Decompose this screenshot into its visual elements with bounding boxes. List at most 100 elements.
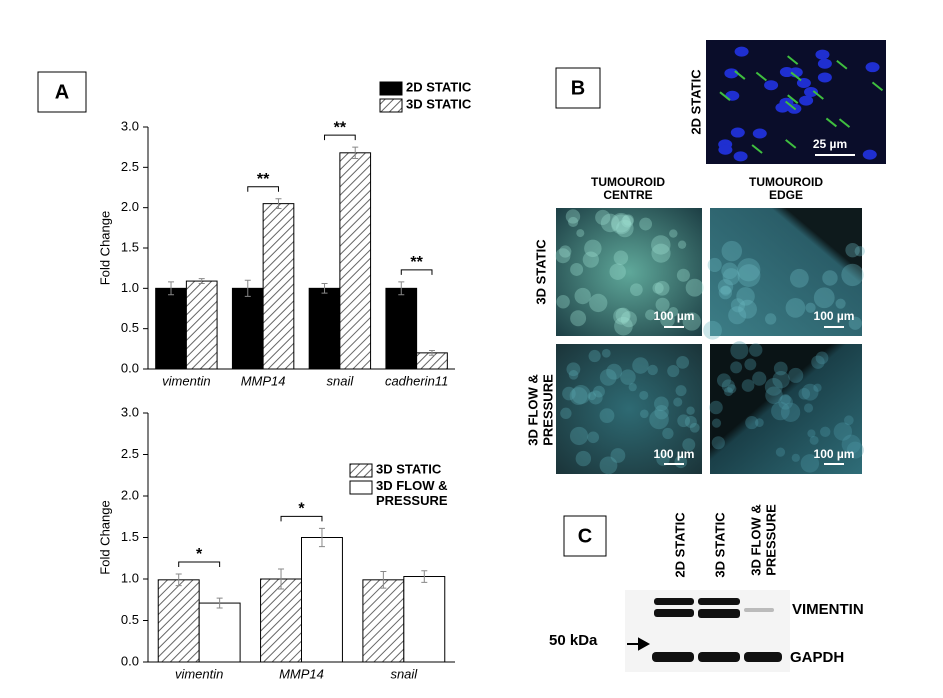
cell <box>780 394 791 405</box>
legend-swatch <box>379 81 403 96</box>
y-tick-label: 1.0 <box>121 570 139 585</box>
lane-label: 3D FLOW & <box>748 504 763 576</box>
cell <box>841 434 861 454</box>
scale-label: 100 µm <box>654 447 695 461</box>
cell <box>632 357 649 374</box>
cell <box>568 370 579 380</box>
fiber <box>785 139 797 149</box>
error-bar <box>175 573 182 587</box>
cell <box>778 394 793 410</box>
y-tick-label: 0.0 <box>121 360 139 375</box>
fiber <box>751 144 763 154</box>
cell <box>765 313 777 325</box>
cell <box>720 285 731 296</box>
cell <box>728 306 747 325</box>
cell <box>682 438 696 452</box>
cell <box>677 414 691 428</box>
cell <box>815 351 829 365</box>
cell <box>813 383 822 392</box>
fiber <box>825 117 838 128</box>
cell <box>800 454 820 473</box>
fiber <box>790 71 802 82</box>
cell <box>673 397 683 407</box>
cell <box>684 415 697 428</box>
cell <box>575 450 592 467</box>
panel-label: A <box>55 81 69 103</box>
cell <box>724 387 734 397</box>
cell <box>717 279 734 295</box>
cell <box>660 312 675 328</box>
cell <box>764 377 783 396</box>
cell <box>716 373 731 388</box>
bar <box>260 578 303 663</box>
cell <box>571 385 591 405</box>
cell <box>711 436 725 450</box>
cell <box>785 298 806 318</box>
y-tick-label: 0.5 <box>121 320 139 335</box>
cell <box>611 214 632 235</box>
cell <box>718 144 733 155</box>
cell <box>620 369 636 385</box>
error-bar <box>318 527 325 548</box>
cell <box>587 391 597 401</box>
cell <box>668 306 679 317</box>
panel-box <box>37 71 87 113</box>
cell <box>570 262 584 276</box>
cell <box>709 400 723 415</box>
scale-label: 100 µm <box>814 447 855 461</box>
legend-swatch <box>379 98 403 113</box>
cell <box>722 268 740 286</box>
cell <box>669 229 678 238</box>
x-tick-label: MMP14 <box>241 373 286 388</box>
lane-label: 3D STATIC <box>712 512 727 578</box>
legend-label: 3D STATIC <box>376 461 442 476</box>
significance-label: ** <box>410 254 423 271</box>
column-label: TUMOUROID <box>749 175 823 189</box>
cell <box>610 448 626 463</box>
bar <box>403 576 446 663</box>
cell <box>845 242 860 258</box>
microscopy <box>555 40 886 475</box>
cell <box>730 361 743 374</box>
significance-label: * <box>196 546 203 563</box>
scale-bars <box>664 326 844 465</box>
cell <box>559 245 572 258</box>
cell <box>570 310 587 327</box>
cell <box>567 216 579 228</box>
cell <box>651 235 671 255</box>
cell <box>718 285 733 300</box>
cell <box>789 268 809 288</box>
significance-bracket <box>400 269 433 275</box>
cell <box>798 387 811 400</box>
cell <box>649 409 669 430</box>
cell <box>614 316 633 336</box>
column-label: TUMOUROID <box>591 175 665 189</box>
cell <box>803 403 814 413</box>
legend-label: 3D FLOW & PRESSURE <box>376 478 448 508</box>
cell <box>675 385 687 397</box>
cell <box>801 383 819 401</box>
x-tick-label: vimentin <box>175 666 223 681</box>
bar <box>308 287 341 370</box>
cell <box>813 287 835 309</box>
cell <box>703 320 722 340</box>
cell <box>667 364 680 378</box>
cell <box>822 270 838 286</box>
bar <box>231 287 264 370</box>
significance-bracket <box>178 561 221 568</box>
cell <box>811 355 825 369</box>
significance-label: ** <box>334 119 347 136</box>
cell <box>584 239 602 258</box>
bar <box>339 152 372 370</box>
cell <box>569 426 589 446</box>
cell <box>730 341 749 360</box>
scale-label: 25 µm <box>813 137 847 151</box>
cell <box>820 426 831 437</box>
cell <box>600 213 620 233</box>
cell <box>791 453 800 462</box>
cell <box>707 257 722 273</box>
error-bar <box>216 597 223 609</box>
fiber <box>838 118 851 128</box>
bar <box>385 287 418 370</box>
